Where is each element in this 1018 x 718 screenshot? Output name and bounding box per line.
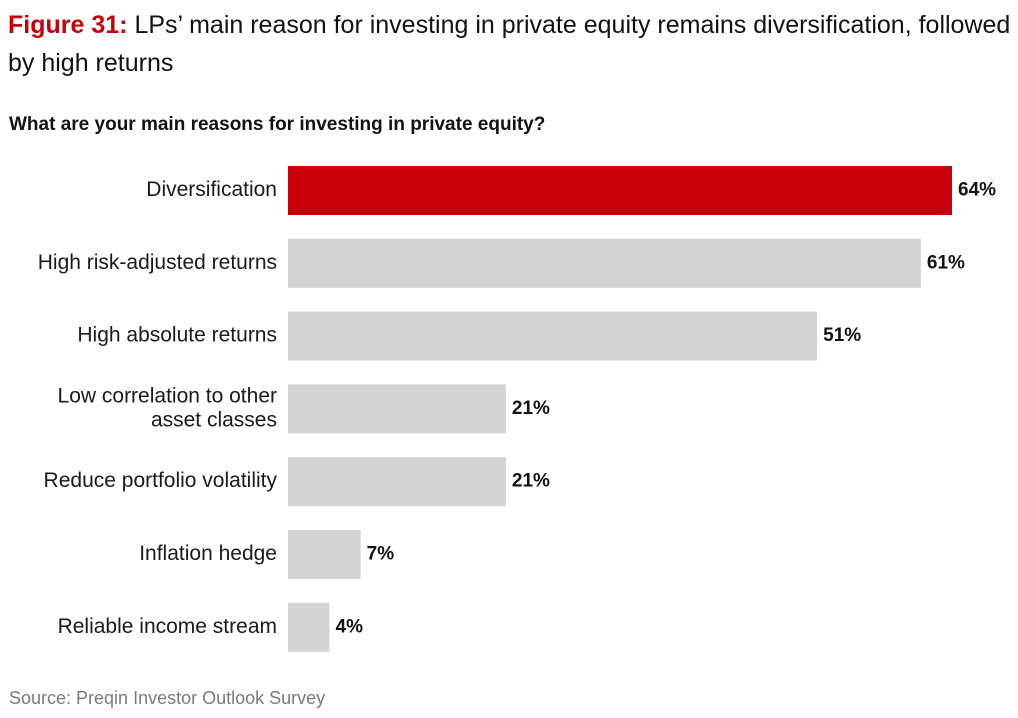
- chart-title: What are your main reasons for investing…: [9, 114, 546, 135]
- bar-value-label: 64%: [958, 180, 996, 201]
- category-label-line: Diversification: [146, 178, 277, 201]
- category-label-line: Inflation hedge: [139, 542, 277, 565]
- bar: [288, 602, 330, 652]
- category-label: Reduce portfolio volatility: [44, 469, 278, 492]
- bar-value-label: 51%: [823, 325, 861, 346]
- bar-value-label: 61%: [927, 252, 965, 273]
- category-label: Reliable income stream: [58, 615, 277, 638]
- bar-value-label: 21%: [512, 398, 550, 419]
- bar: [288, 384, 506, 434]
- bar: [288, 530, 361, 579]
- figure-title: Figure 31: LPs’ main reason for investin…: [8, 6, 1012, 82]
- category-label: High absolute returns: [77, 324, 277, 347]
- figure-label: Figure 31:: [8, 11, 128, 39]
- category-label-line: High absolute returns: [77, 324, 277, 347]
- bar-value-label: 21%: [512, 471, 550, 492]
- category-label-line: Reliable income stream: [58, 615, 277, 638]
- category-label: High risk-adjusted returns: [38, 251, 277, 274]
- source-note: Source: Preqin Investor Outlook Survey: [9, 688, 326, 708]
- bar: [288, 166, 952, 215]
- category-label-line: High risk-adjusted returns: [38, 251, 277, 274]
- bar: [288, 311, 818, 361]
- bar: [288, 457, 506, 507]
- bar-value-label: 4%: [336, 616, 364, 637]
- category-label-line: Reduce portfolio volatility: [44, 469, 278, 492]
- bar-value-label: 7%: [367, 544, 395, 565]
- category-label: Inflation hedge: [139, 542, 277, 565]
- category-label: Low correlation to other asset classes: [58, 384, 277, 431]
- category-label: Diversification: [146, 178, 277, 201]
- bar: [288, 238, 921, 288]
- category-label-line: Low correlation to other: [58, 384, 277, 407]
- figure-title-text: LPs’ main reason for investing in privat…: [8, 11, 1011, 77]
- category-label-line: asset classes: [151, 408, 277, 431]
